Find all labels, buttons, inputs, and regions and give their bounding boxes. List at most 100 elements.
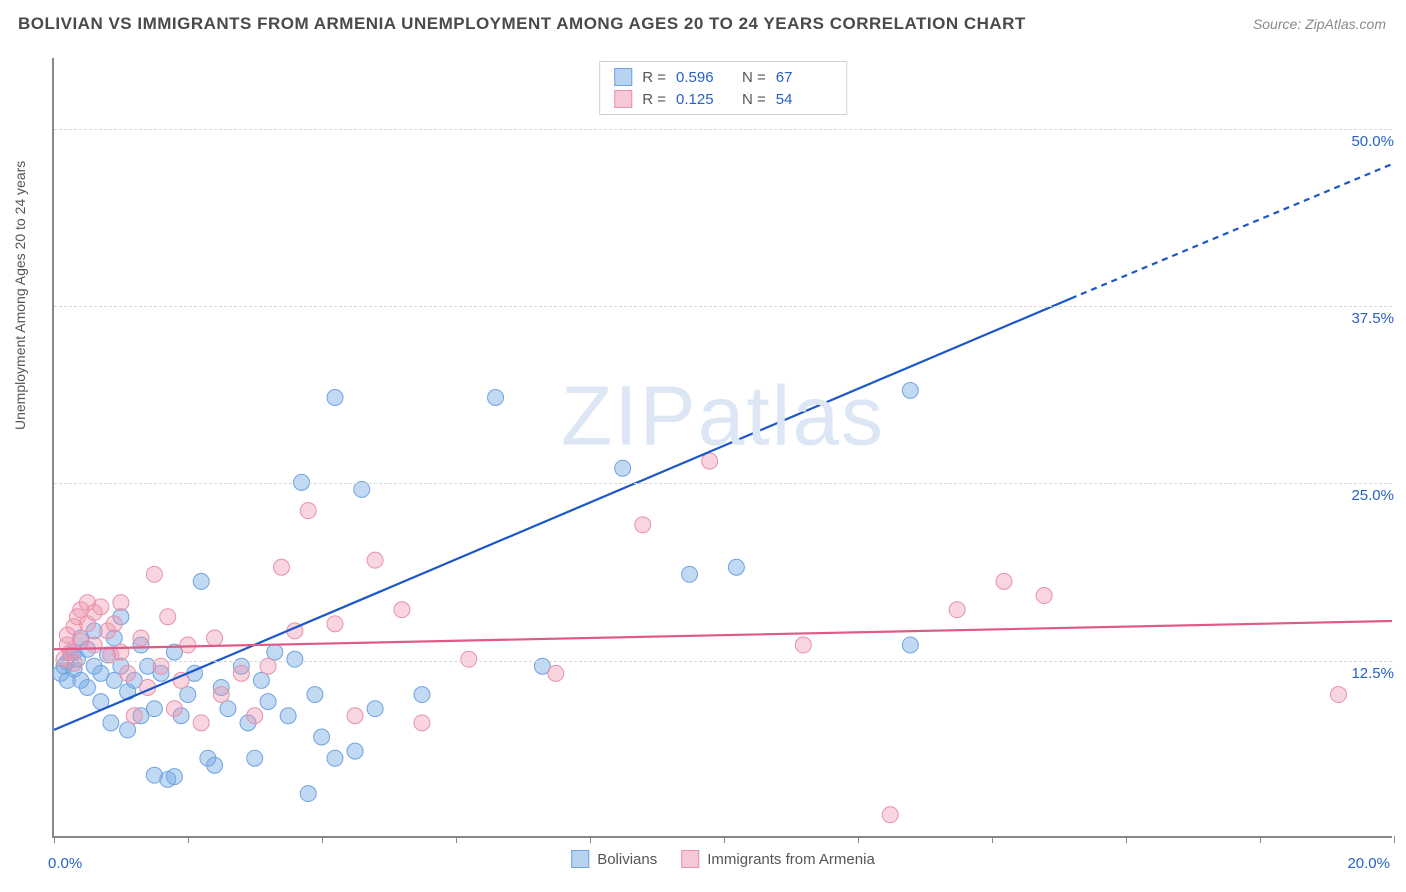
- x-minor-tick: [858, 836, 859, 843]
- x-minor-tick: [456, 836, 457, 843]
- data-point: [180, 637, 196, 653]
- x-minor-tick: [54, 836, 55, 843]
- swatch-bolivians-bot: [571, 850, 589, 868]
- data-point: [488, 390, 504, 406]
- data-point: [166, 769, 182, 785]
- data-point: [193, 715, 209, 731]
- data-point: [367, 701, 383, 717]
- data-point: [327, 616, 343, 632]
- data-point: [113, 644, 129, 660]
- data-point: [394, 602, 410, 618]
- data-point: [327, 750, 343, 766]
- swatch-armenia: [614, 90, 632, 108]
- data-point: [615, 460, 631, 476]
- data-point: [280, 708, 296, 724]
- series-label-armenia: Immigrants from Armenia: [707, 851, 875, 868]
- data-point: [146, 566, 162, 582]
- legend-item-bolivians: Bolivians: [571, 850, 657, 868]
- data-point: [461, 651, 477, 667]
- data-point: [902, 382, 918, 398]
- data-point: [193, 573, 209, 589]
- swatch-bolivians: [614, 68, 632, 86]
- chart-title: BOLIVIAN VS IMMIGRANTS FROM ARMENIA UNEM…: [18, 14, 1026, 34]
- data-point: [414, 715, 430, 731]
- legend-row-bolivians: R = 0.596 N = 67: [614, 66, 832, 88]
- data-point: [247, 750, 263, 766]
- data-point: [133, 630, 149, 646]
- data-point: [93, 599, 109, 615]
- regression-line: [54, 621, 1392, 649]
- swatch-armenia-bot: [681, 850, 699, 868]
- data-point: [126, 708, 142, 724]
- data-point: [260, 694, 276, 710]
- x-minor-tick: [188, 836, 189, 843]
- data-point: [294, 474, 310, 490]
- data-point: [273, 559, 289, 575]
- data-point: [120, 722, 136, 738]
- x-minor-tick: [724, 836, 725, 843]
- data-point: [996, 573, 1012, 589]
- x-minor-tick: [322, 836, 323, 843]
- x-axis-start-label: 0.0%: [48, 855, 82, 872]
- r-label: R =: [642, 69, 666, 86]
- data-point: [253, 672, 269, 688]
- series-label-bolivians: Bolivians: [597, 851, 657, 868]
- y-tick-label: 12.5%: [1351, 665, 1394, 682]
- y-tick-label: 37.5%: [1351, 310, 1394, 327]
- data-point: [882, 807, 898, 823]
- r-value-bolivians: 0.596: [676, 69, 732, 86]
- n-value-armenia: 54: [776, 91, 832, 108]
- data-point: [347, 708, 363, 724]
- data-point: [180, 687, 196, 703]
- gridline-h: [54, 661, 1392, 662]
- regression-line-extrapolated: [1071, 164, 1392, 298]
- gridline-h: [54, 129, 1392, 130]
- x-minor-tick: [1394, 836, 1395, 843]
- n-label: N =: [742, 91, 766, 108]
- data-point: [267, 644, 283, 660]
- data-point: [414, 687, 430, 703]
- data-point: [166, 701, 182, 717]
- data-point: [795, 637, 811, 653]
- data-point: [207, 757, 223, 773]
- data-point: [347, 743, 363, 759]
- data-point: [160, 609, 176, 625]
- legend-item-armenia: Immigrants from Armenia: [681, 850, 875, 868]
- data-point: [949, 602, 965, 618]
- x-axis-end-label: 20.0%: [1347, 855, 1390, 872]
- data-point: [146, 701, 162, 717]
- data-point: [682, 566, 698, 582]
- data-point: [113, 595, 129, 611]
- gridline-h: [54, 306, 1392, 307]
- data-point: [327, 390, 343, 406]
- data-point: [300, 503, 316, 519]
- data-point: [220, 701, 236, 717]
- x-minor-tick: [1260, 836, 1261, 843]
- data-point: [1036, 588, 1052, 604]
- data-point: [902, 637, 918, 653]
- data-point: [307, 687, 323, 703]
- legend-series: Bolivians Immigrants from Armenia: [571, 850, 875, 868]
- data-point: [233, 665, 249, 681]
- n-value-bolivians: 67: [776, 69, 832, 86]
- source-attribution: Source: ZipAtlas.com: [1253, 16, 1386, 32]
- data-point: [66, 655, 82, 671]
- data-point: [1330, 687, 1346, 703]
- data-point: [106, 616, 122, 632]
- data-point: [314, 729, 330, 745]
- scatter-svg: [54, 58, 1392, 836]
- data-point: [86, 637, 102, 653]
- data-point: [635, 517, 651, 533]
- regression-line: [54, 298, 1071, 729]
- data-point: [367, 552, 383, 568]
- r-value-armenia: 0.125: [676, 91, 732, 108]
- data-point: [300, 786, 316, 802]
- y-tick-label: 50.0%: [1351, 133, 1394, 150]
- n-label: N =: [742, 69, 766, 86]
- y-axis-label: Unemployment Among Ages 20 to 24 years: [12, 161, 28, 430]
- r-label: R =: [642, 91, 666, 108]
- plot-area: ZIPatlas R = 0.596 N = 67 R = 0.125 N = …: [52, 58, 1392, 838]
- gridline-h: [54, 483, 1392, 484]
- y-tick-label: 25.0%: [1351, 487, 1394, 504]
- x-minor-tick: [590, 836, 591, 843]
